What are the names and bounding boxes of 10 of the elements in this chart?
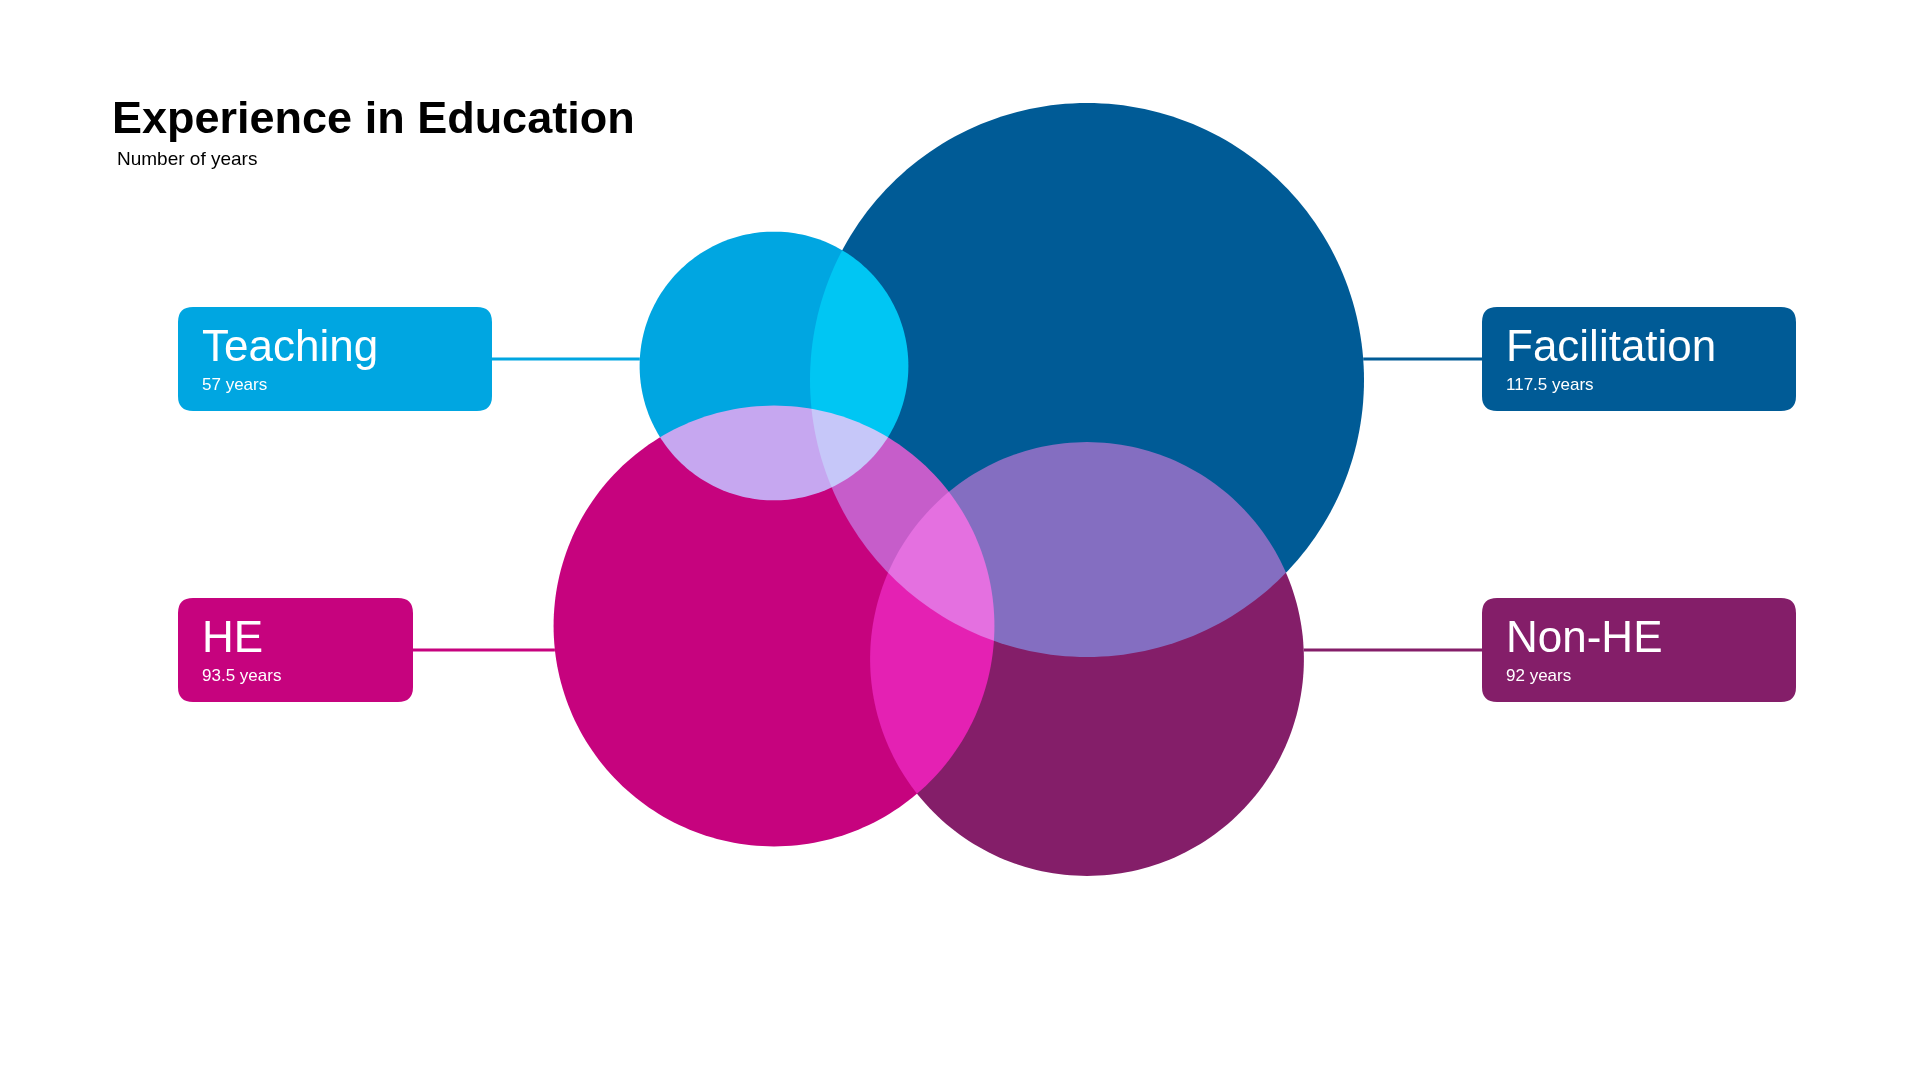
category-label: Facilitation: [1506, 321, 1717, 370]
data-label: 92 years: [1506, 666, 1572, 685]
category-label: Teaching: [202, 321, 379, 370]
text: Number of years: [117, 148, 258, 169]
category-label: Non-HE: [1506, 612, 1663, 661]
text: Experience in Education: [112, 91, 635, 143]
data-label: 117.5 years: [1506, 375, 1594, 394]
data-label: 93.5 years: [202, 666, 282, 685]
data-label: 57 years: [202, 375, 268, 394]
category-label: HE: [202, 612, 264, 661]
